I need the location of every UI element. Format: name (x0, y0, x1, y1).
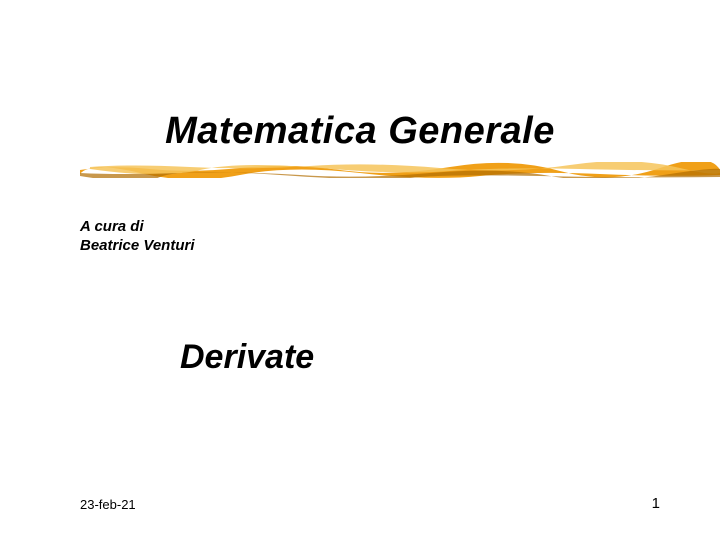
author-line-1: A cura di (80, 218, 195, 237)
footer-page-number: 1 (652, 495, 660, 512)
title-underline-decoration (80, 162, 720, 178)
slide-subtitle: Derivate (180, 338, 314, 377)
author-block: A cura di Beatrice Venturi (80, 218, 195, 256)
footer-date: 23-feb-21 (80, 497, 136, 512)
author-line-2: Beatrice Venturi (80, 237, 195, 256)
slide-title: Matematica Generale (0, 110, 720, 153)
